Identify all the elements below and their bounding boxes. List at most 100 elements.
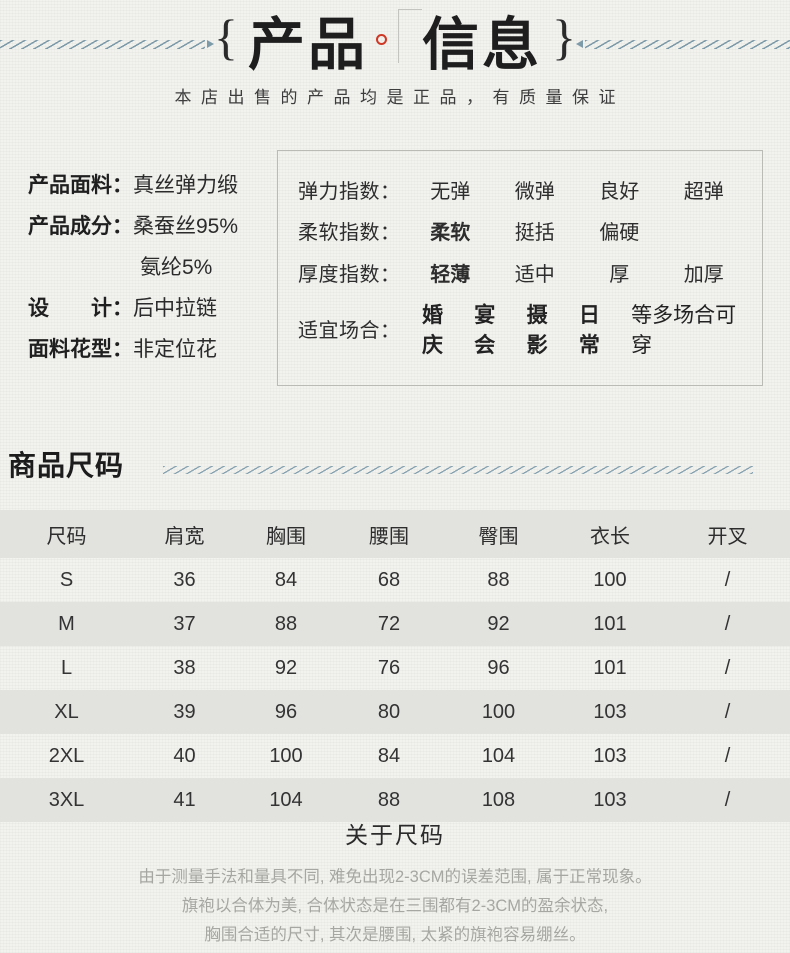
note-line: 旗袍以合体为美, 合体状态是在三围都有2-3CM的盈余状态, bbox=[181, 897, 609, 915]
table-cell: 88 bbox=[377, 788, 401, 811]
table-header-cell: 肩宽 bbox=[164, 525, 205, 548]
table-cell: / bbox=[724, 788, 731, 811]
table-header-cell: 尺码 bbox=[46, 525, 87, 548]
hatch-line-left bbox=[0, 40, 205, 49]
table-header-cell: 臀围 bbox=[478, 525, 519, 548]
page-title: { 产品 信息 } bbox=[0, 2, 790, 78]
info-row-pattern: 面料花型： 非定位花 bbox=[28, 338, 273, 362]
table-row-m: M 37 88 72 92 101 / bbox=[0, 602, 790, 646]
table-cell: 100 bbox=[269, 744, 303, 767]
table-cell: 101 bbox=[593, 656, 627, 679]
hatch-arrow-icon bbox=[207, 40, 214, 48]
table-cell: L bbox=[60, 656, 73, 679]
table-cell: 80 bbox=[377, 700, 401, 723]
occasion-item: 日常 bbox=[578, 303, 600, 357]
table-cell: 103 bbox=[593, 788, 627, 811]
index-label: 柔软指数： bbox=[298, 222, 401, 245]
red-circle-icon bbox=[376, 34, 387, 45]
thickness-index-row: 厚度指数： 轻薄 适中 厚 加厚 bbox=[298, 258, 746, 287]
occasion-item: 婚庆 bbox=[422, 303, 443, 357]
table-cell: / bbox=[724, 568, 731, 591]
table-cell: 96 bbox=[487, 656, 510, 679]
table-cell: 3XL bbox=[48, 788, 85, 811]
table-cell: XL bbox=[54, 700, 79, 723]
info-row-design: 设 计： 后中拉链 bbox=[28, 297, 273, 321]
title-brace-left: { bbox=[214, 9, 238, 65]
index-option-selected: 柔软 bbox=[430, 222, 471, 245]
table-header-cell: 胸围 bbox=[266, 525, 306, 548]
table-cell: 100 bbox=[481, 700, 516, 723]
crop-mark-icon bbox=[398, 9, 422, 10]
table-cell: 2XL bbox=[48, 744, 85, 767]
index-option: 厚 bbox=[609, 263, 630, 286]
table-cell: S bbox=[59, 568, 74, 591]
table-cell: / bbox=[724, 612, 731, 635]
table-cell: 108 bbox=[481, 788, 516, 811]
table-row-3xl: 3XL 41 104 88 108 103 / bbox=[0, 778, 790, 822]
softness-index-row: 柔软指数： 柔软 挺括 偏硬 bbox=[298, 216, 746, 245]
occasion-note: 等多场合可穿 bbox=[631, 303, 737, 357]
table-row-l: L 38 92 76 96 101 / bbox=[0, 646, 790, 690]
note-line: 胸围合适的尺寸, 其次是腰围, 太紧的旗袍容易绷丝。 bbox=[204, 926, 586, 944]
table-header-cell: 衣长 bbox=[590, 525, 630, 548]
product-info-list: 产品面料： 真丝弹力缎 产品成分： 桑蚕丝95% 氨纶5% 设 计： 后中拉链 … bbox=[28, 174, 273, 379]
occasion-list: 婚庆 宴会 摄影 日常 等多场合可穿 bbox=[408, 299, 746, 359]
title-decoration bbox=[368, 5, 422, 75]
index-option-selected: 微弹 bbox=[514, 181, 555, 203]
index-options: 无弹 微弹 良好 超弹 bbox=[408, 175, 746, 204]
size-notes: 由于测量手法和量具不同, 难免出现2-3CM的误差范围, 属于正常现象。 旗袍以… bbox=[0, 863, 790, 950]
info-row-fabric: 产品面料： 真丝弹力缎 bbox=[28, 174, 273, 198]
occasion-item: 摄影 bbox=[526, 303, 548, 357]
table-cell: 104 bbox=[481, 744, 516, 767]
table-cell: / bbox=[724, 656, 731, 679]
table-row-s: S 36 84 68 88 100 / bbox=[0, 558, 790, 602]
size-section-title: 商品尺码 bbox=[8, 451, 125, 482]
index-label: 弹力指数： bbox=[298, 181, 401, 203]
table-cell: 76 bbox=[377, 656, 401, 679]
index-option: 无弹 bbox=[430, 181, 471, 203]
composition-line-1: 桑蚕丝95% bbox=[133, 215, 239, 238]
title-word-right: 信息 bbox=[422, 14, 542, 77]
table-cell: 72 bbox=[377, 612, 401, 635]
index-options: 轻薄 适中 厚 加厚 bbox=[408, 258, 746, 287]
table-header-row: 尺码 肩宽 胸围 腰围 臀围 衣长 开叉 bbox=[0, 510, 790, 558]
info-label: 产品面料： bbox=[28, 174, 133, 197]
info-label: 产品成分： bbox=[28, 215, 133, 238]
hatch-line-right bbox=[585, 40, 790, 49]
table-cell: 41 bbox=[173, 788, 196, 811]
table-cell: 103 bbox=[593, 744, 627, 767]
table-cell: 92 bbox=[274, 656, 298, 679]
occasion-item: 宴会 bbox=[474, 303, 496, 357]
occasions-row: 适宜场合： 婚庆 宴会 摄影 日常 等多场合可穿 bbox=[298, 299, 746, 359]
table-cell: 36 bbox=[173, 568, 196, 591]
hatch-line-section bbox=[163, 466, 753, 474]
index-label: 适宜场合： bbox=[298, 320, 401, 343]
table-cell: 68 bbox=[377, 568, 401, 591]
note-line: 由于测量手法和量具不同, 难免出现2-3CM的误差范围, 属于正常现象。 bbox=[138, 868, 652, 886]
title-word-left: 产品 bbox=[248, 14, 368, 77]
table-cell: 40 bbox=[173, 744, 196, 767]
table-cell: / bbox=[724, 700, 731, 723]
table-cell: M bbox=[58, 612, 75, 635]
table-header-cell: 腰围 bbox=[369, 525, 409, 548]
index-option: 轻薄 bbox=[430, 263, 471, 286]
index-option: 超弹 bbox=[683, 181, 724, 203]
index-label: 厚度指数： bbox=[298, 263, 401, 286]
index-options: 柔软 挺括 偏硬 bbox=[408, 216, 746, 245]
info-value: 真丝弹力缎 bbox=[133, 174, 238, 197]
table-cell: 104 bbox=[269, 788, 303, 811]
hatch-arrow-icon bbox=[576, 40, 583, 48]
table-cell: 84 bbox=[274, 568, 298, 591]
table-cell: 37 bbox=[173, 612, 196, 635]
fabric-index-box: 弹力指数： 无弹 微弹 良好 超弹 柔软指数： 柔软 挺括 偏硬 厚度指数： 轻… bbox=[277, 150, 763, 386]
elasticity-index-row: 弹力指数： 无弹 微弹 良好 超弹 bbox=[298, 175, 746, 204]
info-label: 设 计： bbox=[28, 297, 133, 320]
size-chart-table: 尺码 肩宽 胸围 腰围 臀围 衣长 开叉 S 36 84 68 88 100 /… bbox=[0, 510, 790, 822]
table-cell: 39 bbox=[173, 700, 196, 723]
table-header-cell: 开叉 bbox=[707, 525, 748, 548]
table-cell: / bbox=[724, 744, 731, 767]
table-row-2xl: 2XL 40 100 84 104 103 / bbox=[0, 734, 790, 778]
index-option-selected: 适中 bbox=[514, 263, 555, 286]
table-cell: 88 bbox=[487, 568, 510, 591]
